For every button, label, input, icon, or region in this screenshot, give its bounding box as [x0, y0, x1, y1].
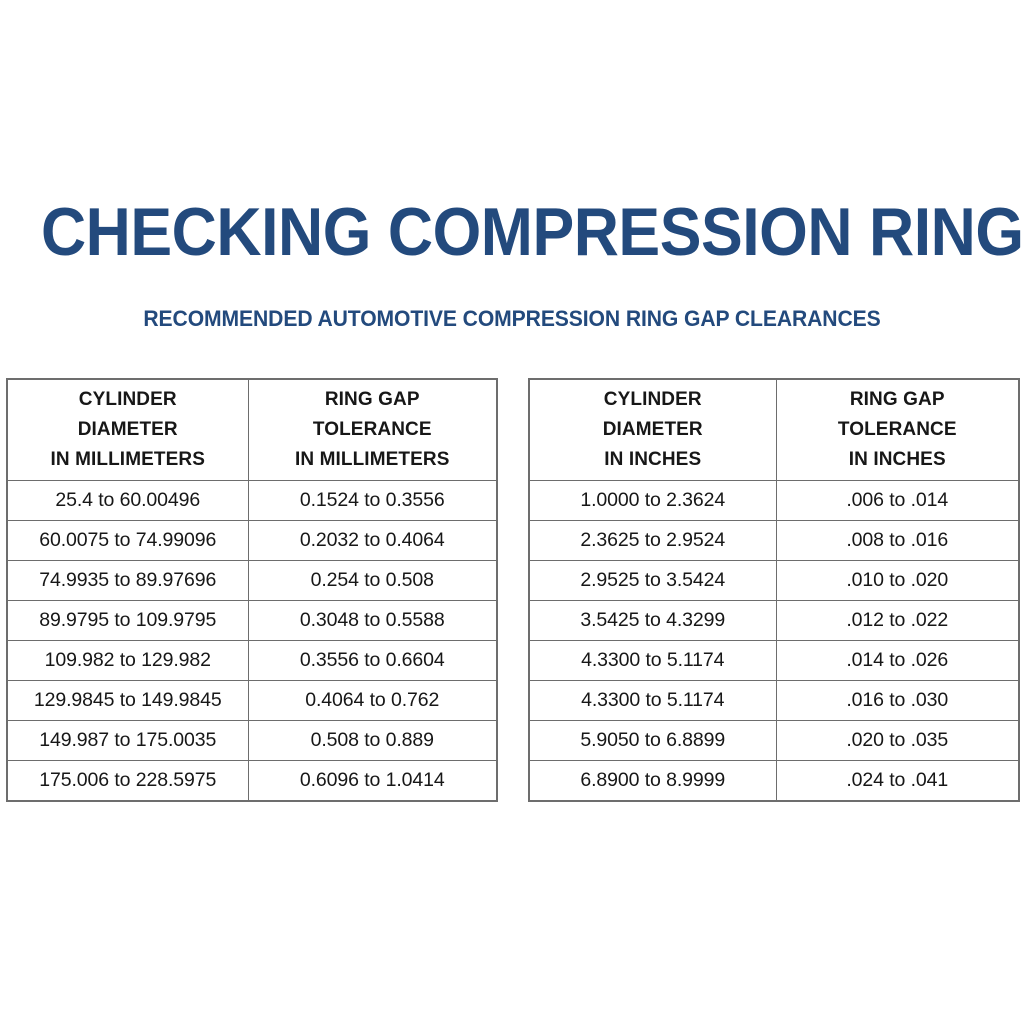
column-header-ring-gap-tolerance-in: RING GAP TOLERANCE IN INCHES	[775, 378, 1020, 481]
table-row: 129.9845 to 149.9845 0.4064 to 0.762	[6, 680, 498, 721]
table-row: 3.5425 to 4.3299 .012 to .022	[528, 600, 1020, 641]
cell-ring-gap-tolerance: .016 to .030	[775, 680, 1020, 721]
table-row: 109.982 to 129.982 0.3556 to 0.6604	[6, 640, 498, 681]
header-line-3: IN INCHES	[848, 449, 946, 470]
table-row: 149.987 to 175.0035 0.508 to 0.889	[6, 720, 498, 761]
cell-ring-gap-tolerance: 0.2032 to 0.4064	[247, 520, 498, 561]
table-row: 4.3300 to 5.1174 .014 to .026	[528, 640, 1020, 681]
cell-ring-gap-tolerance: .006 to .014	[775, 480, 1020, 521]
cell-ring-gap-tolerance: 0.6096 to 1.0414	[247, 760, 498, 802]
cell-ring-gap-tolerance: .014 to .026	[775, 640, 1020, 681]
header-line-3: IN MILLIMETERS	[295, 449, 450, 470]
table-row: 89.9795 to 109.9795 0.3048 to 0.5588	[6, 600, 498, 641]
table-row: 1.0000 to 2.3624 .006 to .014	[528, 480, 1020, 521]
cell-ring-gap-tolerance: 0.508 to 0.889	[247, 720, 498, 761]
cell-ring-gap-tolerance: 0.3556 to 0.6604	[247, 640, 498, 681]
cell-ring-gap-tolerance: .020 to .035	[775, 720, 1020, 761]
cell-cylinder-diameter: 175.006 to 228.5975	[6, 760, 249, 802]
table-row: 74.9935 to 89.97696 0.254 to 0.508	[6, 560, 498, 601]
header-line-1: CYLINDER	[603, 389, 702, 410]
table-row: 60.0075 to 74.99096 0.2032 to 0.4064	[6, 520, 498, 561]
metric-ring-gap-table: CYLINDER DIAMETER IN MILLIMETERS RING GA…	[6, 378, 498, 802]
header-line-2: DIAMETER	[602, 419, 703, 440]
cell-cylinder-diameter: 89.9795 to 109.9795	[6, 600, 249, 641]
cell-cylinder-diameter: 5.9050 to 6.8899	[528, 720, 777, 761]
cell-cylinder-diameter: 74.9935 to 89.97696	[6, 560, 249, 601]
cell-ring-gap-tolerance: 0.1524 to 0.3556	[247, 480, 498, 521]
cell-cylinder-diameter: 129.9845 to 149.9845	[6, 680, 249, 721]
cell-cylinder-diameter: 2.3625 to 2.9524	[528, 520, 777, 561]
cell-cylinder-diameter: 4.3300 to 5.1174	[528, 680, 777, 721]
header-line-3: IN INCHES	[604, 449, 702, 470]
header-line-3: IN MILLIMETERS	[50, 449, 205, 470]
imperial-ring-gap-table: CYLINDER DIAMETER IN INCHES RING GAP TOL…	[528, 378, 1020, 802]
cell-ring-gap-tolerance: .012 to .022	[775, 600, 1020, 641]
cell-cylinder-diameter: 3.5425 to 4.3299	[528, 600, 777, 641]
cell-ring-gap-tolerance: .008 to .016	[775, 520, 1020, 561]
column-header-ring-gap-tolerance-mm: RING GAP TOLERANCE IN MILLIMETERS	[247, 378, 498, 481]
cell-cylinder-diameter: 149.987 to 175.0035	[6, 720, 249, 761]
title-block: CHECKING COMPRESSION RING GAPS RECOMMEND…	[0, 194, 1024, 331]
header-line-2: TOLERANCE	[312, 419, 432, 440]
cell-cylinder-diameter: 109.982 to 129.982	[6, 640, 249, 681]
table-header-row: CYLINDER DIAMETER IN INCHES RING GAP TOL…	[528, 378, 1020, 481]
cell-cylinder-diameter: 60.0075 to 74.99096	[6, 520, 249, 561]
cell-cylinder-diameter: 1.0000 to 2.3624	[528, 480, 777, 521]
cell-cylinder-diameter: 25.4 to 60.00496	[6, 480, 249, 521]
cell-ring-gap-tolerance: 0.4064 to 0.762	[247, 680, 498, 721]
table-row: 2.3625 to 2.9524 .008 to .016	[528, 520, 1020, 561]
header-line-2: TOLERANCE	[837, 419, 957, 440]
cell-ring-gap-tolerance: .010 to .020	[775, 560, 1020, 601]
header-line-1: CYLINDER	[78, 389, 177, 410]
cell-ring-gap-tolerance: 0.254 to 0.508	[247, 560, 498, 601]
cell-cylinder-diameter: 4.3300 to 5.1174	[528, 640, 777, 681]
cell-cylinder-diameter: 2.9525 to 3.5424	[528, 560, 777, 601]
header-line-2: DIAMETER	[77, 419, 178, 440]
table-row: 25.4 to 60.00496 0.1524 to 0.3556	[6, 480, 498, 521]
table-header-row: CYLINDER DIAMETER IN MILLIMETERS RING GA…	[6, 378, 498, 481]
table-row: 5.9050 to 6.8899 .020 to .035	[528, 720, 1020, 761]
cell-ring-gap-tolerance: .024 to .041	[775, 760, 1020, 802]
page-subtitle: RECOMMENDED AUTOMOTIVE COMPRESSION RING …	[143, 306, 881, 331]
table-row: 6.8900 to 8.9999 .024 to .041	[528, 760, 1020, 802]
tables-area: CYLINDER DIAMETER IN MILLIMETERS RING GA…	[0, 378, 1024, 802]
table-row: 2.9525 to 3.5424 .010 to .020	[528, 560, 1020, 601]
cell-ring-gap-tolerance: 0.3048 to 0.5588	[247, 600, 498, 641]
table-row: 4.3300 to 5.1174 .016 to .030	[528, 680, 1020, 721]
column-header-cylinder-diameter-mm: CYLINDER DIAMETER IN MILLIMETERS	[6, 378, 249, 481]
column-header-cylinder-diameter-in: CYLINDER DIAMETER IN INCHES	[528, 378, 777, 481]
table-row: 175.006 to 228.5975 0.6096 to 1.0414	[6, 760, 498, 802]
page-title: CHECKING COMPRESSION RING GAPS	[40, 194, 1024, 270]
header-line-1: RING GAP	[324, 389, 420, 410]
cell-cylinder-diameter: 6.8900 to 8.9999	[528, 760, 777, 802]
header-line-1: RING GAP	[849, 389, 945, 410]
